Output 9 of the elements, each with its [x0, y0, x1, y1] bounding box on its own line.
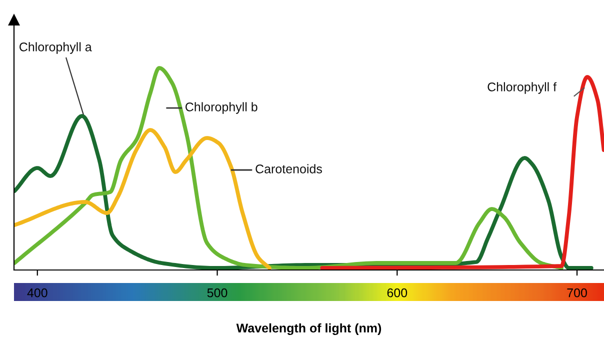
x-tick-label: 400: [27, 288, 48, 298]
text: Chlorophyll a: [20, 42, 92, 54]
x-axis-title: Wavelength of light (nm): [236, 323, 382, 336]
series-label: Carotenoids: [256, 164, 322, 174]
x-tick-label: 500: [207, 288, 228, 298]
x-tick-label: 700: [567, 288, 587, 298]
series-label: Chlorophyll b: [186, 102, 258, 114]
series-label: Chlorophyll f: [488, 82, 557, 94]
x-tick-label: 600: [387, 288, 408, 298]
